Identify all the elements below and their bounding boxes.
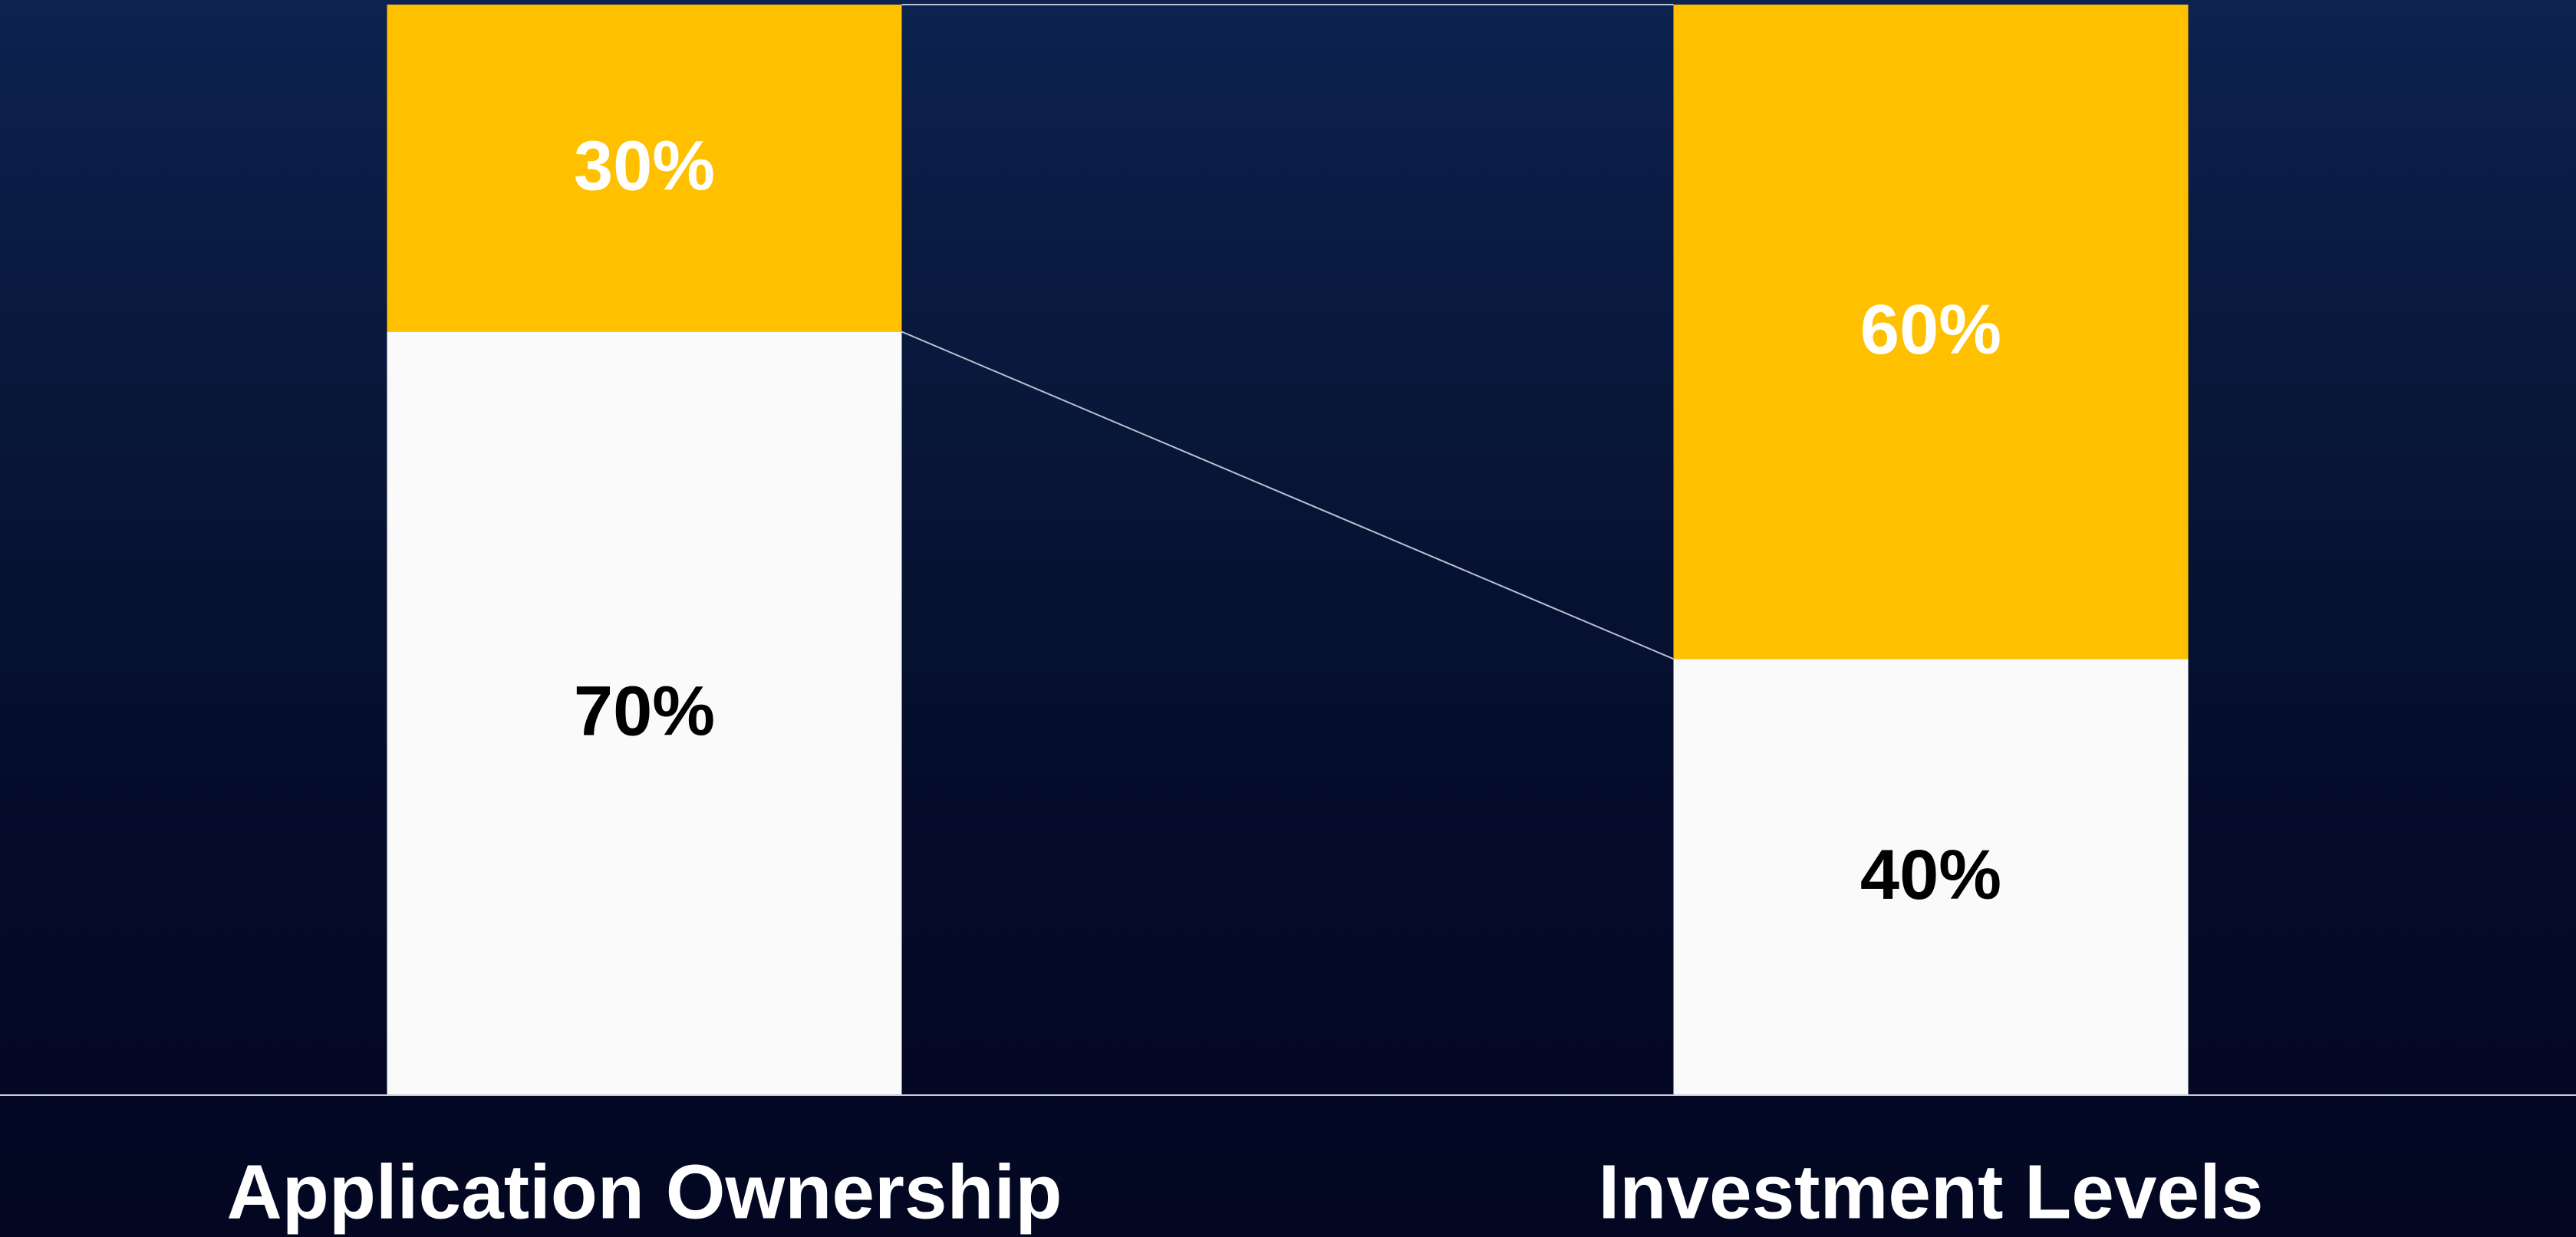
bar-segment xyxy=(387,5,902,332)
connector-line xyxy=(901,331,1674,660)
bar-segment xyxy=(387,331,902,1096)
bar-segment xyxy=(1673,5,2189,660)
bar-segment xyxy=(1673,659,2189,1095)
value-label: 30% xyxy=(574,127,715,206)
value-label: 60% xyxy=(1860,291,2001,369)
value-label: 40% xyxy=(1860,836,2001,914)
x-tick-label: Investment Levels xyxy=(1598,1149,2263,1235)
x-tick-label: Application Ownership xyxy=(227,1149,1062,1235)
value-label: 70% xyxy=(574,673,715,751)
